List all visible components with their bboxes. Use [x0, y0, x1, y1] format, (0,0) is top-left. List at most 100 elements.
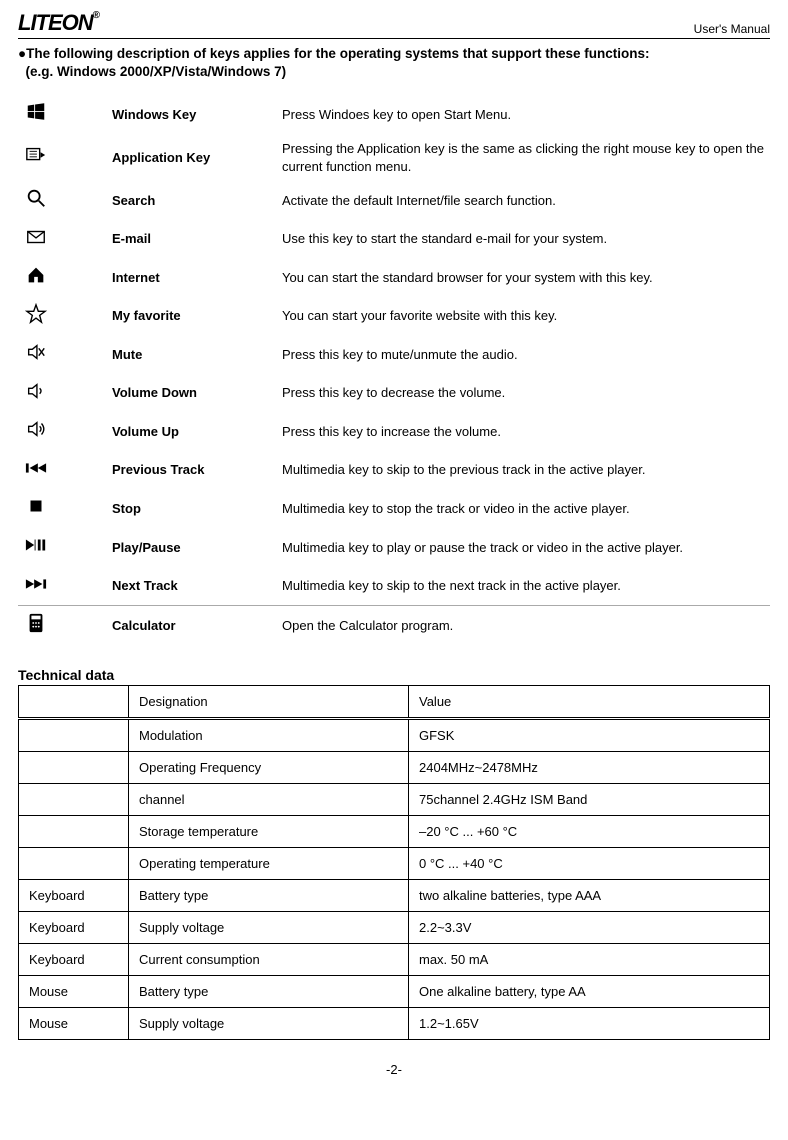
key-name: My favorite: [108, 297, 278, 336]
key-desc: Open the Calculator program.: [278, 606, 770, 645]
technical-table: DesignationValueModulationGFSKOperating …: [18, 685, 770, 1040]
key-desc: Use this key to start the standard e-mai…: [278, 220, 770, 259]
intro-line1: ●The following description of keys appli…: [18, 46, 649, 61]
tech-cell: Current consumption: [129, 943, 409, 975]
stop-icon: [22, 495, 50, 517]
key-name: Play/Pause: [108, 528, 278, 567]
prev-icon: [22, 457, 50, 479]
tech-cell: 75channel 2.4GHz ISM Band: [409, 783, 770, 815]
key-desc: Activate the default Internet/file searc…: [278, 181, 770, 220]
tech-cell: One alkaline battery, type AA: [409, 975, 770, 1007]
tech-cell: Supply voltage: [129, 911, 409, 943]
key-icon-cell: [18, 528, 108, 567]
key-icon-cell: [18, 606, 108, 645]
tech-cell: [19, 751, 129, 783]
key-desc: Press this key to increase the volume.: [278, 412, 770, 451]
key-desc: Multimedia key to skip to the next track…: [278, 567, 770, 606]
keys-table: Windows KeyPress Windoes key to open Sta…: [18, 95, 770, 644]
tech-row: KeyboardCurrent consumptionmax. 50 mA: [19, 943, 770, 975]
tech-cell: –20 °C ... +60 °C: [409, 815, 770, 847]
key-row: Application KeyPressing the Application …: [18, 134, 770, 181]
tech-cell: [19, 815, 129, 847]
key-name: Volume Down: [108, 374, 278, 413]
playpause-icon: [22, 534, 50, 556]
next-icon: [22, 573, 50, 595]
logo: LITEON®: [18, 10, 99, 36]
tech-cell: [19, 718, 129, 751]
key-row: SearchActivate the default Internet/file…: [18, 181, 770, 220]
key-icon-cell: [18, 220, 108, 259]
key-name: Previous Track: [108, 451, 278, 490]
tech-row: channel75channel 2.4GHz ISM Band: [19, 783, 770, 815]
tech-cell: Supply voltage: [129, 1007, 409, 1039]
key-desc: Multimedia key to play or pause the trac…: [278, 528, 770, 567]
key-icon-cell: [18, 258, 108, 297]
key-desc: Press Windoes key to open Start Menu.: [278, 95, 770, 134]
tech-cell: GFSK: [409, 718, 770, 751]
tech-cell: Operating Frequency: [129, 751, 409, 783]
page-footer: -2-: [18, 1062, 770, 1077]
tech-cell: max. 50 mA: [409, 943, 770, 975]
page-header: LITEON® User's Manual: [18, 10, 770, 39]
key-name: Application Key: [108, 134, 278, 181]
key-row: CalculatorOpen the Calculator program.: [18, 606, 770, 645]
voldown-icon: [22, 380, 50, 402]
search-icon: [22, 187, 50, 209]
home-icon: [22, 264, 50, 286]
star-icon: [22, 303, 50, 325]
logo-reg: ®: [93, 10, 99, 21]
tech-cell: [19, 783, 129, 815]
key-icon-cell: [18, 95, 108, 134]
key-name: Windows Key: [108, 95, 278, 134]
tech-cell: Modulation: [129, 718, 409, 751]
tech-cell: two alkaline batteries, type AAA: [409, 879, 770, 911]
tech-cell: Battery type: [129, 879, 409, 911]
intro-text: ●The following description of keys appli…: [18, 45, 770, 81]
technical-heading: Technical data: [18, 667, 770, 683]
manual-label: User's Manual: [694, 22, 770, 36]
tech-cell: Keyboard: [19, 879, 129, 911]
key-name: Search: [108, 181, 278, 220]
tech-row: ModulationGFSK: [19, 718, 770, 751]
key-row: E-mailUse this key to start the standard…: [18, 220, 770, 259]
key-icon-cell: [18, 297, 108, 336]
calculator-icon: [22, 612, 50, 634]
tech-row: KeyboardSupply voltage2.2~3.3V: [19, 911, 770, 943]
application-icon: [22, 144, 50, 166]
tech-row: Operating temperature0 °C ... +40 °C: [19, 847, 770, 879]
tech-cell: Keyboard: [19, 943, 129, 975]
key-row: StopMultimedia key to stop the track or …: [18, 489, 770, 528]
key-icon-cell: [18, 374, 108, 413]
tech-header-row: DesignationValue: [19, 685, 770, 718]
key-row: InternetYou can start the standard brows…: [18, 258, 770, 297]
windows-icon: [22, 101, 50, 123]
key-icon-cell: [18, 412, 108, 451]
key-name: Volume Up: [108, 412, 278, 451]
key-row: Previous TrackMultimedia key to skip to …: [18, 451, 770, 490]
tech-row: Storage temperature–20 °C ... +60 °C: [19, 815, 770, 847]
key-row: Play/PauseMultimedia key to play or paus…: [18, 528, 770, 567]
key-desc: You can start your favorite website with…: [278, 297, 770, 336]
key-desc: Press this key to mute/unmute the audio.: [278, 335, 770, 374]
tech-cell: Keyboard: [19, 911, 129, 943]
tech-cell: channel: [129, 783, 409, 815]
key-row: My favoriteYou can start your favorite w…: [18, 297, 770, 336]
key-name: Calculator: [108, 606, 278, 645]
tech-header-cell: Value: [409, 685, 770, 718]
key-desc: You can start the standard browser for y…: [278, 258, 770, 297]
tech-cell: Battery type: [129, 975, 409, 1007]
key-name: Mute: [108, 335, 278, 374]
logo-text: LITEON: [18, 10, 93, 35]
key-row: Volume DownPress this key to decrease th…: [18, 374, 770, 413]
tech-cell: 2.2~3.3V: [409, 911, 770, 943]
key-desc: Pressing the Application key is the same…: [278, 134, 770, 181]
mute-icon: [22, 341, 50, 363]
key-row: Windows KeyPress Windoes key to open Sta…: [18, 95, 770, 134]
key-name: Internet: [108, 258, 278, 297]
key-icon-cell: [18, 335, 108, 374]
tech-cell: Storage temperature: [129, 815, 409, 847]
tech-cell: Mouse: [19, 975, 129, 1007]
key-name: Next Track: [108, 567, 278, 606]
tech-cell: 2404MHz~2478MHz: [409, 751, 770, 783]
tech-cell: Mouse: [19, 1007, 129, 1039]
